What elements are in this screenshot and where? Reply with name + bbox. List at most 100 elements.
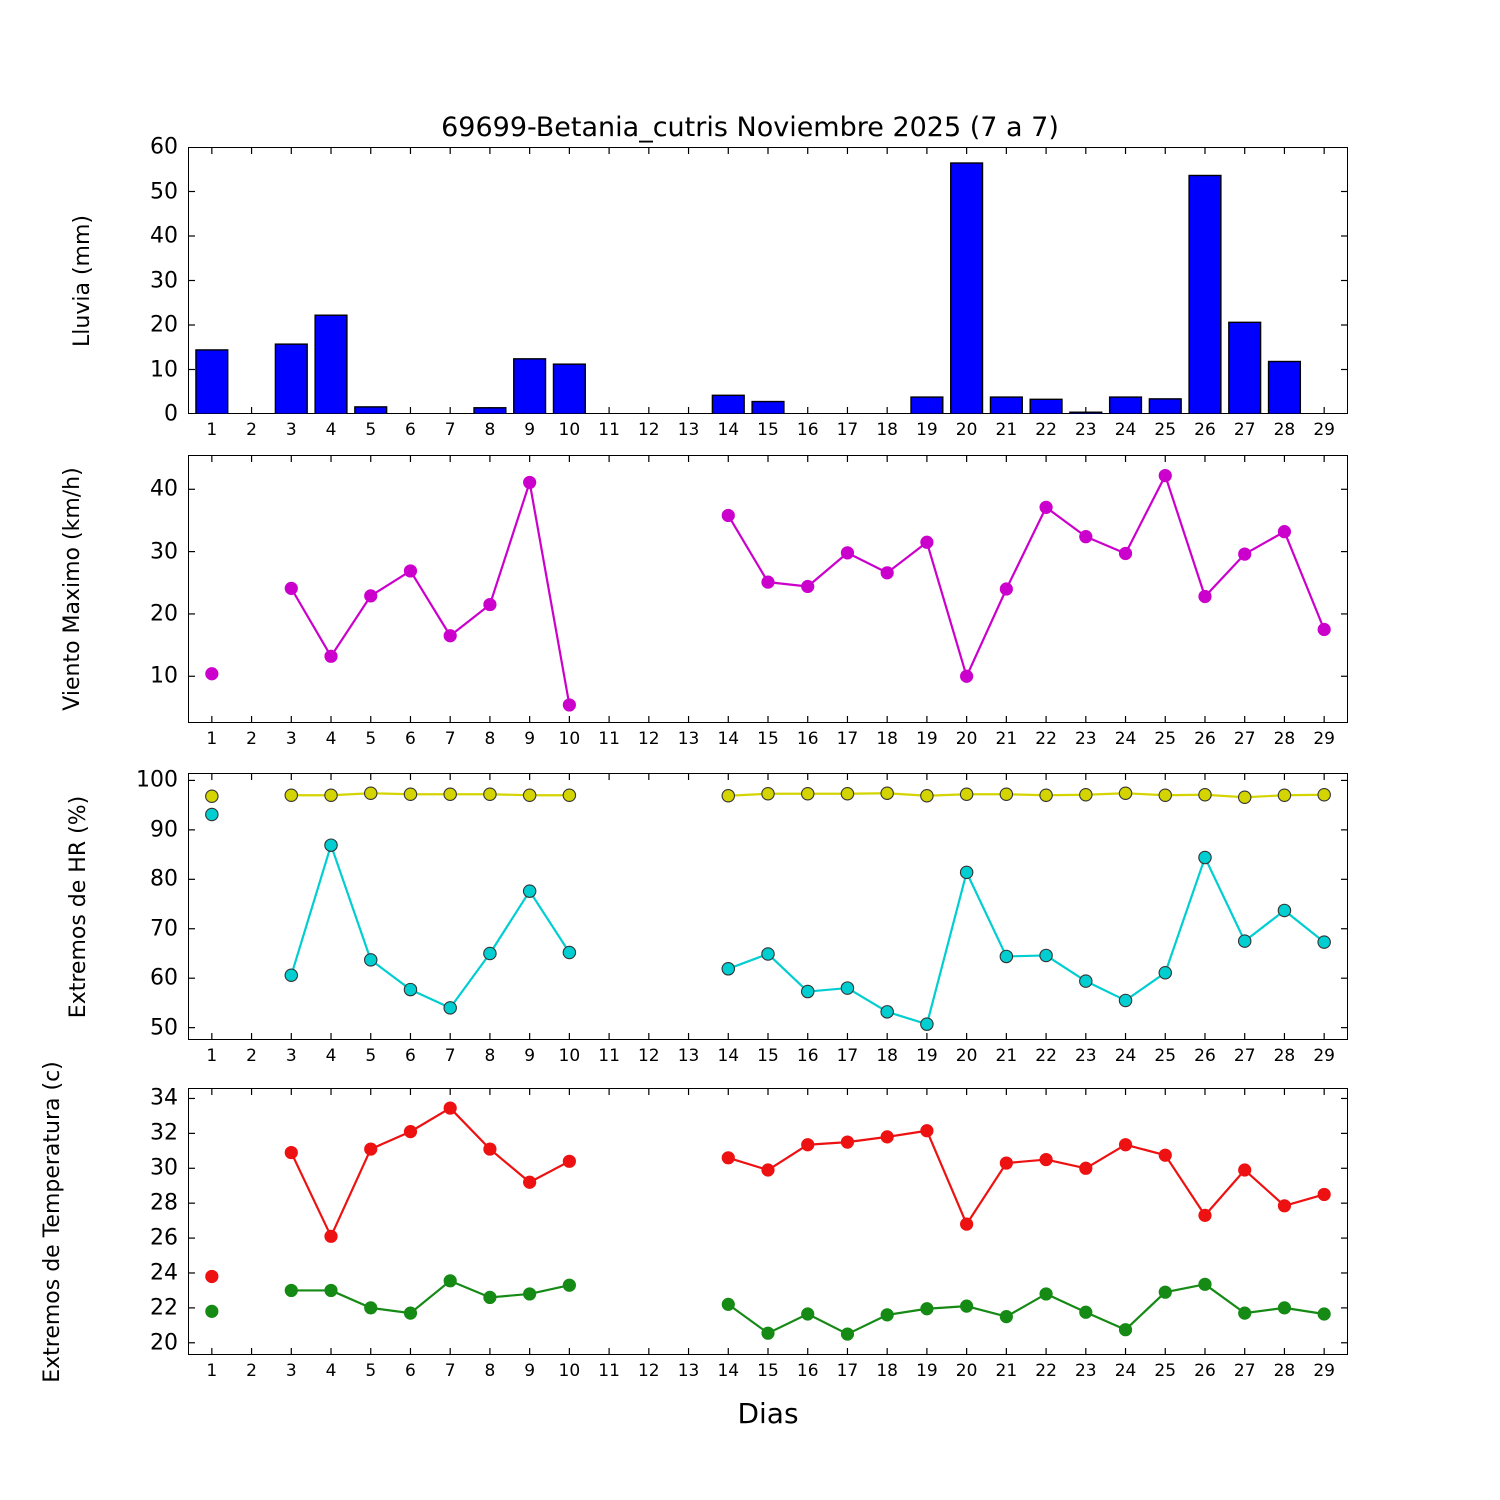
marker-day-17 xyxy=(840,1135,855,1149)
x-tick-label: 16 xyxy=(796,420,819,440)
x-tick-label: 29 xyxy=(1313,1361,1335,1381)
y-axis-label-temperatura: Extremos de Temperatura (c) xyxy=(40,1060,65,1383)
bar-day-9 xyxy=(513,358,547,414)
x-tick-label: 1 xyxy=(206,1046,218,1066)
marker-day-15 xyxy=(761,1163,775,1177)
x-tick-label: 26 xyxy=(1194,729,1216,749)
marker-day-10 xyxy=(562,945,577,960)
x-tick-label: 10 xyxy=(558,1046,581,1066)
x-tick-label: 16 xyxy=(796,1046,819,1066)
marker-day-27 xyxy=(1237,934,1252,948)
x-tick-label: 7 xyxy=(444,729,456,749)
x-tick-label: 21 xyxy=(995,1046,1018,1066)
x-tick-label: 23 xyxy=(1074,420,1097,440)
marker-day-24 xyxy=(1118,546,1133,561)
x-tick-label: 15 xyxy=(757,420,779,440)
marker-day-1 xyxy=(205,1304,219,1318)
x-tick-label: 11 xyxy=(598,1046,620,1066)
marker-day-26 xyxy=(1198,589,1212,604)
panel-viento: 10 20 30 40 1 2 3 4 5 6 7 8 9 10 11 12 13 14 15 16 17 18 19 20 2… xyxy=(60,455,1348,749)
marker-day-18 xyxy=(880,566,894,580)
x-tick-label: 1 xyxy=(206,729,218,749)
marker-day-19 xyxy=(920,788,934,803)
marker-day-17 xyxy=(840,546,855,560)
page-title: 69699-Betania_cutris Noviembre 2025 (7 a… xyxy=(441,112,1059,143)
x-tick-label: 18 xyxy=(876,420,898,440)
x-tick-label: 8 xyxy=(484,420,496,440)
y-tick-label: 22 xyxy=(150,1295,178,1321)
marker-day-4 xyxy=(324,649,338,663)
series-line-hr-maxima xyxy=(727,792,1326,799)
marker-day-19 xyxy=(920,1017,934,1031)
marker-day-18 xyxy=(880,786,894,801)
x-tick-label: 26 xyxy=(1194,1361,1216,1381)
x-tick-label: 15 xyxy=(757,729,779,749)
x-tick-label: 26 xyxy=(1194,1046,1216,1066)
marker-day-3 xyxy=(284,968,299,982)
x-tick-label: 22 xyxy=(1035,729,1057,749)
x-tick-label: 25 xyxy=(1154,420,1177,440)
x-tick-label: 27 xyxy=(1233,729,1256,749)
plot-area-temperatura xyxy=(188,1088,1348,1355)
y-tick-label: 28 xyxy=(150,1190,178,1216)
x-tick-label: 20 xyxy=(955,729,978,749)
marker-day-6 xyxy=(403,982,418,997)
x-tick-label: 11 xyxy=(598,729,620,749)
x-tick-label: 15 xyxy=(757,1046,779,1066)
x-tick-label: 24 xyxy=(1114,1046,1137,1066)
y-tick-label: 10 xyxy=(150,663,178,689)
marker-day-14 xyxy=(721,1297,735,1311)
x-tick-label: 23 xyxy=(1074,1361,1097,1381)
y-tick-label: 20 xyxy=(150,601,178,627)
marker-day-4 xyxy=(324,838,338,852)
x-tick-label: 10 xyxy=(558,1361,581,1381)
marker-day-18 xyxy=(880,1130,894,1144)
marker-day-27 xyxy=(1238,547,1252,561)
bar-day-25 xyxy=(1148,398,1182,414)
marker-day-22 xyxy=(1039,948,1053,963)
x-tick-label: 21 xyxy=(995,420,1018,440)
marker-day-26 xyxy=(1198,1208,1212,1222)
marker-day-3 xyxy=(284,1145,298,1160)
marker-day-16 xyxy=(800,787,815,801)
x-tick-label: 12 xyxy=(637,729,660,749)
marker-day-5 xyxy=(363,786,378,801)
marker-day-23 xyxy=(1079,974,1093,988)
x-tick-label: 12 xyxy=(637,420,660,440)
marker-day-22 xyxy=(1039,500,1053,514)
marker-day-18 xyxy=(880,1308,894,1322)
x-tick-label: 27 xyxy=(1233,420,1256,440)
marker-day-24 xyxy=(1118,1323,1133,1337)
marker-day-7 xyxy=(443,1101,457,1115)
series-line-temperatura-maxima xyxy=(290,1106,571,1238)
bar-day-3 xyxy=(274,343,308,414)
y-tick-label: 34 xyxy=(150,1085,178,1111)
marker-day-4 xyxy=(324,1229,338,1243)
x-tick-label: 28 xyxy=(1273,1046,1296,1066)
marker-day-9 xyxy=(523,1175,537,1189)
marker-day-1 xyxy=(205,667,219,681)
x-tick-label: 15 xyxy=(757,1361,779,1381)
x-tick-label: 3 xyxy=(285,729,297,749)
x-tick-label: 9 xyxy=(524,1046,536,1066)
marker-day-15 xyxy=(761,947,775,961)
marker-day-4 xyxy=(324,1283,338,1298)
marker-day-9 xyxy=(522,788,537,802)
y-axis-label-hr: Extremos de HR (%) xyxy=(66,795,91,1018)
x-tick-label: 27 xyxy=(1233,1361,1256,1381)
x-tick-label: 4 xyxy=(325,729,337,749)
series-line-viento-maximo xyxy=(290,481,571,707)
plot-area-hr xyxy=(188,773,1348,1040)
y-tick-label: 80 xyxy=(150,866,178,892)
x-tick-label: 24 xyxy=(1114,420,1137,440)
marker-day-9 xyxy=(523,1287,537,1301)
marker-day-28 xyxy=(1277,525,1292,539)
y-axis-label-viento: Viento Maximo (km/h) xyxy=(60,467,85,711)
marker-day-24 xyxy=(1118,786,1133,801)
marker-day-19 xyxy=(920,1302,934,1316)
x-tick-label: 7 xyxy=(444,1361,456,1381)
x-tick-label: 6 xyxy=(405,1361,416,1381)
x-tick-label: 14 xyxy=(717,1046,740,1066)
x-tick-label: 5 xyxy=(365,1046,377,1066)
y-tick-label: 20 xyxy=(150,1330,178,1356)
